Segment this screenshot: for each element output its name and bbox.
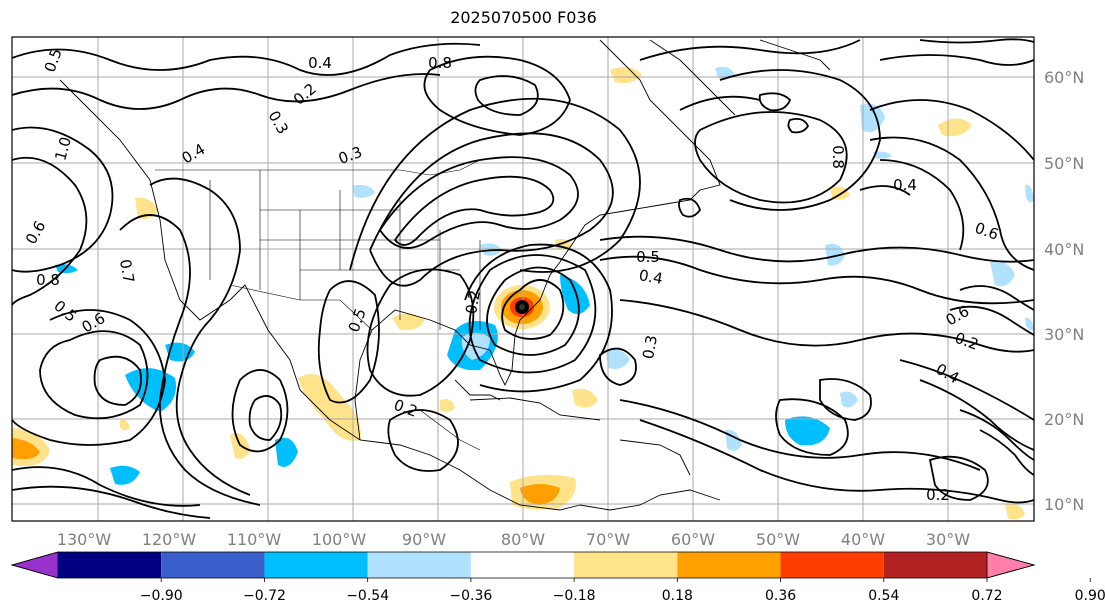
colorbar-extend-max xyxy=(986,551,1036,579)
colorbar-segment xyxy=(264,552,368,578)
colorbar-tick-label: −0.72 xyxy=(243,588,286,604)
contour-label: 0.8 xyxy=(428,54,452,72)
colorbar-outline xyxy=(10,551,1036,579)
colorbar-tick-label: 0.90 xyxy=(1075,588,1105,604)
longitude-label: 90°W xyxy=(402,530,446,549)
longitude-label: 50°W xyxy=(756,530,800,549)
colorbar-tick-label: −0.18 xyxy=(553,588,596,604)
contour-label: 0.2 xyxy=(926,486,950,504)
contour-label: 0.2 xyxy=(462,289,484,316)
contour-label: 1.0 xyxy=(51,135,75,163)
colorbar-tick-label: −0.54 xyxy=(346,588,389,604)
coastlines xyxy=(59,39,831,511)
contour-label: 0.5 xyxy=(50,297,80,326)
hurricane-center-icon xyxy=(515,300,529,314)
latitude-label: 10°N xyxy=(1044,495,1084,514)
longitude-label: 100°W xyxy=(312,530,367,549)
map-title: 2025070500 F036 xyxy=(450,8,597,27)
colorbar-segment xyxy=(58,552,162,578)
contour-label: 0.5 xyxy=(636,248,660,266)
colorbar-tick-label: 0.54 xyxy=(868,588,899,604)
contour-label: 0.4 xyxy=(308,54,332,72)
colorbar-segment xyxy=(367,552,471,578)
contour-label: 0.2 xyxy=(290,80,320,109)
contour-label: 0.6 xyxy=(972,219,1001,244)
contour-label: 0.6 xyxy=(79,309,109,337)
colorbar-tick-label: −0.90 xyxy=(140,588,183,604)
colorbar-segment xyxy=(470,552,575,578)
longitude-label: 60°W xyxy=(671,530,715,549)
colorbar-extend-min xyxy=(10,551,59,579)
colorbar-segment xyxy=(161,552,265,578)
colorbar-segment xyxy=(677,552,781,578)
contour-label: 0.8 xyxy=(829,145,847,169)
longitude-label: 120°W xyxy=(142,530,197,549)
borders xyxy=(155,159,481,451)
contour-lines xyxy=(11,38,1035,519)
contour-label: 0.3 xyxy=(336,143,365,168)
colorbar-tick-label: 0.18 xyxy=(662,588,693,604)
contour-label: 0.5 xyxy=(345,306,370,335)
contour-label: 0.4 xyxy=(893,176,917,194)
colorbar-segment xyxy=(780,552,884,578)
latitude-label: 20°N xyxy=(1044,410,1084,429)
longitude-label: 70°W xyxy=(586,530,630,549)
colorbar-segment xyxy=(574,552,678,578)
latitude-label: 30°N xyxy=(1044,325,1084,344)
latitude-label: 40°N xyxy=(1044,240,1084,259)
longitude-label: 80°W xyxy=(501,530,545,549)
latitude-label: 50°N xyxy=(1044,154,1084,173)
contour-label: 0.3 xyxy=(639,334,661,361)
longitude-label: 30°W xyxy=(926,530,970,549)
contour-label: 0.6 xyxy=(22,218,50,248)
longitude-labels: 130°W 120°W 110°W 100°W 90°W 80°W 70°W 60°W 50°W… xyxy=(57,530,970,549)
latitude-label: 60°N xyxy=(1044,68,1084,87)
colorbar-segment xyxy=(883,552,987,578)
longitude-label: 110°W xyxy=(227,530,282,549)
latitude-labels: 60°N 50°N 40°N 30°N 20°N 10°N xyxy=(1044,68,1084,514)
contour-label: 0.8 xyxy=(36,271,60,289)
longitude-label: 40°W xyxy=(841,530,885,549)
contour-label: 0.2 xyxy=(952,329,981,354)
colorbar-tick-label: 0.72 xyxy=(971,588,1002,604)
contour-label: 0.3 xyxy=(265,108,293,138)
map-frame xyxy=(11,36,1035,522)
colorbar-tick-label: 0.36 xyxy=(765,588,796,604)
colorbar xyxy=(10,551,1036,579)
colorbar-tick-label: −0.36 xyxy=(449,588,492,604)
contour-label: 0.7 xyxy=(116,258,138,285)
contour-label: 0.4 xyxy=(933,360,963,388)
contour-label: 0.4 xyxy=(638,266,665,288)
colorbar-tick-labels: −0.90 −0.72 −0.54 −0.36 −0.18 0.18 0.36 0.54 0.7… xyxy=(140,578,1105,604)
longitude-label: 130°W xyxy=(57,530,112,549)
